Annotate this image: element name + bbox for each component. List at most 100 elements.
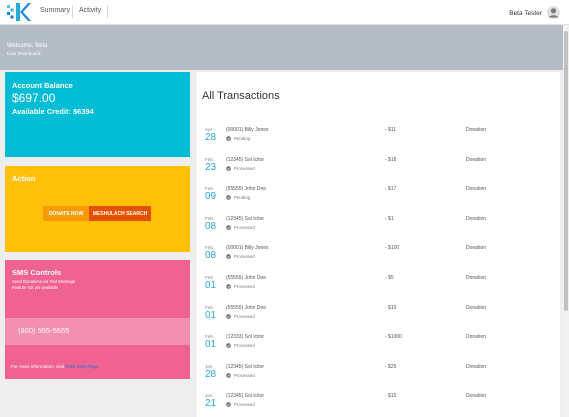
status-label: Processed: [234, 402, 255, 408]
transaction-payee: (55555) John Doe: [226, 186, 267, 193]
transaction-amount: - $5: [385, 275, 394, 281]
transaction-day: 01: [205, 339, 217, 351]
transaction-row[interactable]: Feb 09 (55555) John Doe Pending - $17 Donatio…: [197, 181, 560, 211]
status-check-icon: [226, 225, 231, 230]
transaction-row[interactable]: Feb 01 (55555) John Doe Processed - $5 Donati…: [197, 270, 560, 300]
transaction-row[interactable]: Jan 21 (12345) Sol Icitor Processed - $15 Don…: [197, 388, 560, 417]
transaction-status: Processed: [226, 343, 255, 348]
sms-help-link[interactable]: SMS Help Page: [65, 364, 99, 369]
status-check-icon: [226, 165, 231, 171]
user-name[interactable]: Beta Tester: [509, 10, 542, 17]
transaction-type: Donation: [466, 245, 487, 252]
transaction-month: Feb: [205, 215, 213, 221]
nav-divider: [72, 5, 73, 18]
transaction-payee: (12333) Sol Icitor: [226, 334, 265, 341]
status-check-icon: [226, 284, 231, 289]
status-check-icon: [226, 254, 231, 260]
transaction-row[interactable]: Feb 08 (00001) Billy Jones Processed - $100 D…: [197, 240, 560, 270]
transaction-type: Donation: [466, 334, 487, 341]
status-label: Processed: [234, 284, 255, 289]
available-credit: Available Credit: $6394: [12, 107, 94, 116]
transaction-row[interactable]: Feb 01 (12333) Sol Icitor Processed - $1000 D…: [197, 329, 560, 359]
transaction-type: Donation: [466, 275, 487, 281]
transaction-month: Feb: [205, 156, 213, 162]
transaction-month: Feb: [205, 245, 213, 251]
transactions-panel: All Transactions Apr 28 (00001) Billy Jone…: [197, 72, 560, 417]
transaction-month: Jan: [205, 363, 213, 369]
transaction-amount: - $11: [385, 127, 397, 133]
meshulach-search-button[interactable]: MESHULACH SEARCH: [89, 206, 151, 221]
status-label: Processed: [234, 372, 255, 378]
status-check-icon: [226, 373, 231, 378]
transaction-day: 28: [205, 368, 217, 380]
transaction-month: Feb: [205, 304, 213, 310]
transaction-day: 08: [205, 220, 217, 232]
transaction-status: Processed: [226, 373, 255, 378]
app-logo[interactable]: [7, 3, 31, 21]
status-label: Pending: [234, 195, 251, 201]
welcome-text: Welcome, Beta: [7, 43, 48, 49]
tab-summary[interactable]: Summary: [40, 7, 70, 14]
sms-controls-title: SMS Controls: [12, 268, 62, 277]
transaction-month: Feb: [205, 275, 213, 280]
transaction-amount: - $15: [385, 393, 397, 400]
tab-activity[interactable]: Activity: [79, 7, 102, 14]
transaction-day: 21: [205, 398, 217, 410]
transaction-status: Processed: [226, 402, 255, 407]
status-label: Processed: [234, 165, 255, 171]
transaction-status: Pending: [226, 195, 250, 200]
transactions-title: All Transactions: [202, 90, 280, 102]
transaction-row[interactable]: Apr 28 (00001) Billy Jones Pending - $11 Dona…: [197, 122, 560, 152]
transaction-status: Processed: [226, 314, 255, 319]
sms-footer: For more information, visit SMS Help Pag…: [11, 364, 98, 369]
transaction-payee: (00001) Billy Jones: [226, 127, 269, 133]
transaction-type: Donation: [466, 215, 487, 222]
transaction-type: Donation: [466, 304, 487, 311]
transaction-payee: (00001) Billy Jones: [226, 245, 269, 252]
transaction-payee: (12345) Sol Icitor: [226, 393, 265, 400]
transaction-day: 01: [205, 309, 217, 321]
transaction-status: Processed: [226, 284, 255, 289]
transaction-amount: - $100: [385, 245, 400, 252]
status-check-icon: [226, 343, 231, 348]
status-label: Processed: [234, 224, 255, 230]
transaction-day: 23: [205, 161, 217, 173]
transaction-status: Processed: [226, 166, 255, 171]
transaction-row[interactable]: Jan 28 (12345) Sol Icitor Processed - $25 Don…: [197, 359, 560, 389]
transaction-type: Donation: [466, 363, 487, 370]
transaction-row[interactable]: Feb 08 (12345) Sol Icitor Processed - $1 Dona…: [197, 211, 560, 241]
transaction-payee: (12345) Sol Icitor: [226, 156, 265, 163]
transaction-day: 08: [205, 250, 217, 262]
action-card: Action DONATE NOW MESHULACH SEARCH: [5, 166, 190, 252]
transaction-day: 28: [205, 132, 217, 143]
transaction-type: Donation: [466, 186, 487, 193]
status-check-icon: [226, 136, 231, 141]
page-scrollbar[interactable]: [563, 25, 569, 417]
transaction-amount: - $1: [385, 215, 394, 222]
transaction-row[interactable]: Feb 01 (55555) John Doe Processed - $10 Donat…: [197, 300, 560, 330]
transaction-type: Donation: [466, 127, 487, 133]
sms-phone-number: (800) 555-5555: [18, 326, 70, 335]
scrollbar-thumb[interactable]: [564, 31, 568, 311]
user-avatar-icon[interactable]: [547, 6, 560, 19]
balance-amount: $697.00: [12, 91, 56, 105]
nav-divider: [107, 5, 108, 18]
account-balance-card: Account Balance $697.00 Available Credit…: [5, 72, 190, 157]
donate-now-button[interactable]: DONATE NOW: [43, 206, 89, 221]
transaction-month: Feb: [205, 186, 213, 192]
transaction-payee: (55555) John Doe: [226, 275, 267, 281]
status-label: Pending: [234, 136, 251, 141]
transaction-day: 09: [205, 191, 217, 203]
sms-phone-band: (800) 555-5555: [5, 318, 190, 345]
transaction-status: Processed: [226, 225, 255, 230]
transaction-amount: - $10: [385, 304, 397, 311]
transaction-month: Apr: [205, 127, 213, 132]
top-navbar: Summary Activity Beta Tester: [0, 0, 569, 25]
transaction-month: Jan: [205, 393, 213, 399]
status-check-icon: [226, 313, 231, 319]
transaction-row[interactable]: Feb 23 (12345) Sol Icitor Processed - $18 Don…: [197, 152, 560, 182]
page-subtitle: User Dashboard: [7, 51, 41, 56]
transaction-type: Donation: [466, 156, 487, 163]
welcome-banner: Welcome, Beta User Dashboard: [0, 25, 569, 70]
status-label: Processed: [234, 313, 255, 319]
